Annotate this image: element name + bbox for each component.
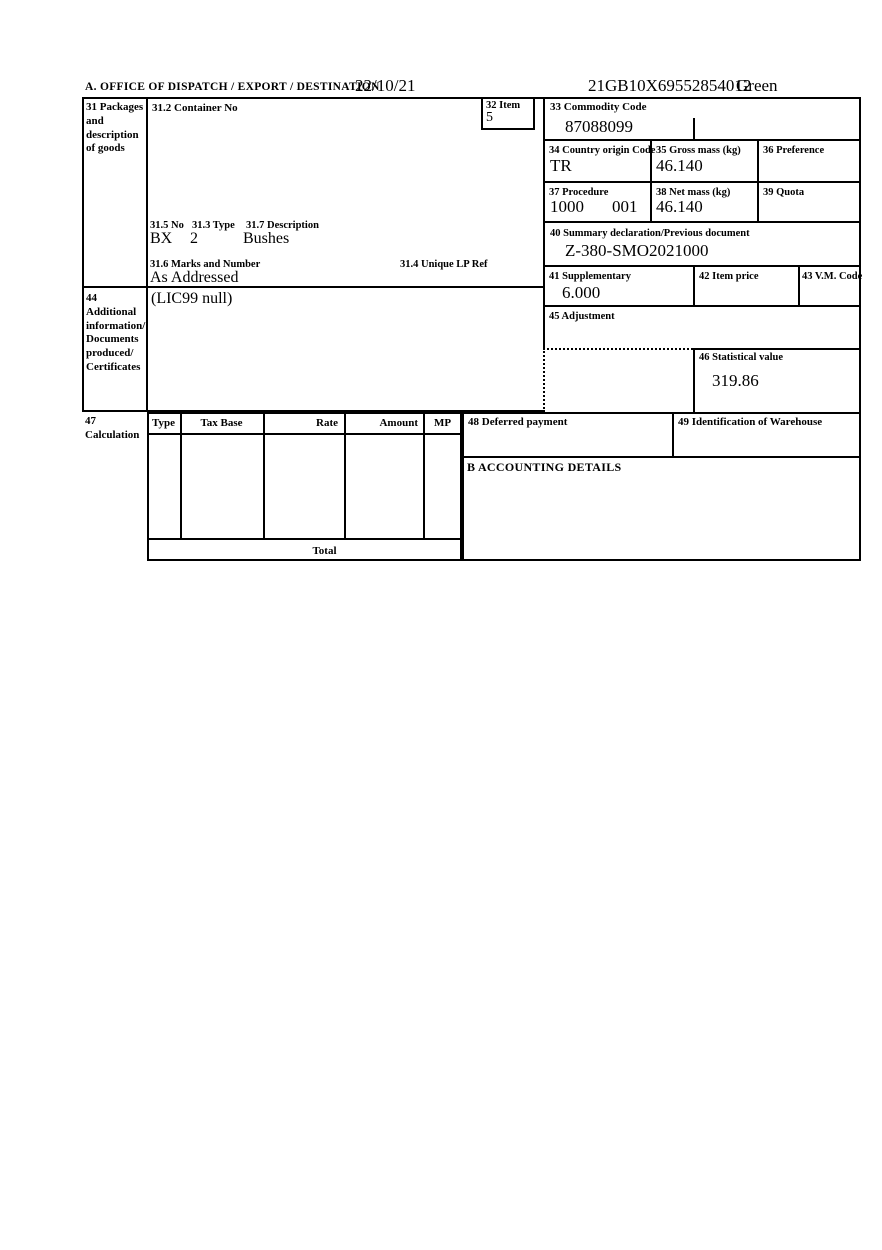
- statistical-value-value: 319.86: [712, 371, 759, 390]
- packages-type-label: 31.3 Type: [192, 220, 235, 231]
- box44-side-label: 44 Additional information/ Documents pro…: [86, 292, 146, 373]
- procedure-label: 37 Procedure: [549, 187, 609, 198]
- supplementary-value: 6.000: [562, 283, 601, 302]
- divider-37-38: [650, 183, 652, 223]
- quota-label: 39 Quota: [763, 187, 805, 198]
- movement-reference-number: 21GB10X69552854012: [588, 76, 752, 95]
- divider-42-43: [798, 267, 800, 307]
- box33-commodity-code-box: [543, 97, 861, 141]
- supplementary-label: 41 Supplementary: [549, 271, 631, 282]
- dotted-region: [543, 348, 693, 412]
- calc-divider-taxbase: [263, 412, 265, 540]
- country-origin-value: TR: [550, 156, 572, 175]
- gross-mass-value: 46.140: [656, 156, 703, 175]
- procedure-value2: 001: [612, 197, 638, 216]
- commodity-code-label: 33 Commodity Code: [550, 101, 647, 113]
- summary-declaration-label: 40 Summary declaration/Previous document: [550, 228, 750, 239]
- calc-col-rate: Rate: [316, 417, 338, 429]
- vm-code-label: 43 V.M. Code: [802, 271, 863, 282]
- container-no-label: 31.2 Container No: [152, 102, 238, 114]
- calculation-table: [147, 412, 462, 540]
- item-number-label: 32 Item: [486, 100, 521, 111]
- preference-label: 36 Preference: [763, 145, 825, 156]
- calc-col-amount: Amount: [379, 417, 418, 429]
- calc-divider-rate: [344, 412, 346, 540]
- packages-no-value: BX: [150, 230, 173, 247]
- warehouse-identification-label: 49 Identification of Warehouse: [678, 416, 823, 428]
- commodity-code-value: 87088099: [565, 117, 633, 136]
- net-mass-value: 46.140: [656, 197, 703, 216]
- procedure-value: 1000: [550, 197, 584, 216]
- item-number-value: 5: [486, 110, 493, 125]
- packages-no-label: 31.5 No: [150, 220, 184, 231]
- box45-adjustment-box: [543, 307, 861, 348]
- accounting-details-label: B ACCOUNTING DETAILS: [467, 460, 622, 474]
- net-mass-label: 38 Net mass (kg): [656, 187, 731, 198]
- marks-and-number-value: As Addressed: [150, 269, 239, 286]
- country-origin-label: 34 Country origin Code: [549, 145, 656, 156]
- calc-divider-type: [180, 412, 182, 540]
- box32-item-box: [481, 97, 535, 130]
- divider-35-36: [757, 141, 759, 183]
- office-of-dispatch-label: A. OFFICE OF DISPATCH / EXPORT / DESTINA…: [85, 81, 380, 93]
- calc-divider-amount: [423, 412, 425, 540]
- statistical-value-label: 46 Statistical value: [699, 352, 783, 363]
- box46-statistical-value-box: [693, 348, 861, 412]
- calc-col-type: Type: [151, 417, 176, 429]
- routing-status: Green: [736, 76, 778, 95]
- calc-header-underline: [147, 433, 462, 435]
- box44-additional-info-area: [82, 288, 543, 412]
- packages-type-value: 2: [190, 230, 198, 247]
- commodity-code-tick: [693, 118, 695, 141]
- acceptance-date: 22/10/21: [355, 76, 416, 95]
- packages-description-value: Bushes: [243, 230, 290, 247]
- divider-41-42: [693, 267, 695, 307]
- deferred-payment-label: 48 Deferred payment: [468, 416, 568, 428]
- adjustment-label: 45 Adjustment: [549, 311, 615, 322]
- label-column-divider: [146, 97, 148, 412]
- marks-and-number-label: 31.6 Marks and Number: [150, 259, 261, 270]
- additional-info-value: (LIC99 null): [151, 290, 233, 307]
- box47-side-label: 47 Calculation: [85, 415, 140, 441]
- calc-total-row: [147, 540, 462, 561]
- box31-packages-area: [82, 97, 543, 288]
- calc-col-mp: MP: [433, 417, 452, 429]
- box49-warehouse-box: [672, 412, 861, 456]
- packages-description-label: 31.7 Description: [246, 220, 319, 231]
- box41-43-row: [543, 267, 861, 307]
- summary-declaration-value: Z-380-SMO2021000: [565, 241, 709, 260]
- gross-mass-label: 35 Gross mass (kg): [656, 145, 741, 156]
- item-price-label: 42 Item price: [699, 271, 759, 282]
- box34-36-row: [543, 141, 861, 183]
- boxB-accounting-details-box: [462, 456, 861, 561]
- divider-38-39: [757, 183, 759, 223]
- box48-deferred-payment-box: [462, 412, 672, 456]
- unique-lp-ref-label: 31.4 Unique LP Ref: [400, 259, 488, 270]
- divider-34-35: [650, 141, 652, 183]
- box40-summary-declaration-box: [543, 223, 861, 267]
- calc-col-taxbase: Tax Base: [200, 417, 243, 429]
- box37-39-row: [543, 183, 861, 223]
- calc-total-label: Total: [312, 545, 337, 557]
- box31-side-label: 31 Packages and description of goods: [86, 101, 144, 155]
